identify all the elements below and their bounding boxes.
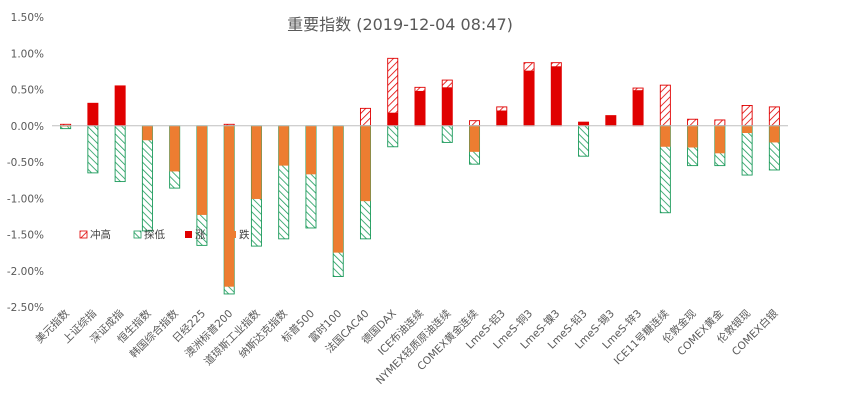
legend-label: 冲高 bbox=[90, 228, 111, 241]
bar-down bbox=[469, 125, 480, 152]
bar-down bbox=[305, 125, 317, 175]
bar-down bbox=[687, 125, 698, 148]
bar-high bbox=[687, 118, 699, 127]
bar-high bbox=[714, 119, 726, 127]
bar-high bbox=[768, 106, 780, 127]
legend-label: 跌 bbox=[239, 228, 250, 241]
legend: 冲高 探低 涨 跌 bbox=[79, 228, 250, 241]
bar-low bbox=[87, 125, 99, 174]
bar-down bbox=[333, 125, 344, 253]
bar-down bbox=[360, 125, 371, 202]
bar-up bbox=[496, 110, 507, 126]
category-group bbox=[60, 123, 72, 130]
category-group bbox=[359, 107, 371, 240]
category-group bbox=[741, 104, 753, 176]
category-group bbox=[332, 125, 344, 278]
category-group bbox=[414, 86, 426, 127]
category-group bbox=[768, 106, 780, 171]
bar-up bbox=[578, 122, 589, 126]
category-group bbox=[387, 57, 399, 148]
bar-up bbox=[633, 90, 644, 126]
bar-high bbox=[359, 107, 371, 127]
legend-swatch bbox=[133, 230, 142, 239]
bar-down bbox=[196, 125, 207, 215]
bar-up bbox=[551, 66, 562, 126]
y-tick-label: -0.50% bbox=[7, 157, 44, 169]
bar-down bbox=[714, 125, 725, 154]
y-tick-label: 0.50% bbox=[11, 85, 44, 97]
bar-low bbox=[441, 125, 453, 143]
legend-label: 涨 bbox=[195, 229, 206, 241]
y-tick-label: -1.50% bbox=[7, 230, 44, 242]
legend-swatch bbox=[79, 230, 88, 239]
bar-down bbox=[742, 125, 753, 133]
plot-area bbox=[60, 57, 780, 295]
category-group bbox=[305, 125, 317, 229]
bar-up bbox=[523, 70, 535, 126]
bar-down bbox=[769, 125, 780, 143]
bar-low bbox=[741, 125, 753, 176]
y-tick-label: 0.00% bbox=[11, 121, 44, 133]
bar-up bbox=[605, 115, 616, 126]
chart-title: 重要指数 (2019-12-04 08:47) bbox=[287, 15, 513, 34]
category-group bbox=[441, 79, 453, 143]
category-group bbox=[550, 62, 562, 127]
category-group bbox=[605, 115, 617, 127]
bar-low bbox=[141, 125, 153, 232]
bar-up bbox=[87, 103, 98, 126]
category-group bbox=[659, 84, 671, 214]
category-group bbox=[578, 121, 590, 157]
category-group bbox=[523, 62, 535, 127]
category-group bbox=[250, 125, 262, 247]
y-tick-label: -1.00% bbox=[7, 193, 44, 205]
category-group bbox=[141, 125, 153, 232]
bar-up bbox=[387, 112, 398, 126]
bar-high bbox=[659, 84, 671, 127]
bar-low bbox=[114, 125, 126, 183]
y-axis: 1.50% 1.00% 0.50% 0.00% -0.50% -1.00% -1.50% -2… bbox=[7, 12, 44, 314]
bar-down bbox=[224, 125, 235, 287]
category-group bbox=[632, 87, 644, 127]
category-group bbox=[196, 125, 208, 246]
bar-high bbox=[469, 120, 481, 127]
bar-down bbox=[169, 125, 180, 172]
category-group bbox=[496, 106, 508, 127]
category-group bbox=[278, 125, 290, 240]
bar-down bbox=[251, 125, 262, 199]
bar-low bbox=[387, 125, 399, 148]
category-group bbox=[223, 123, 235, 295]
x-axis: 美元指数上证综指深证成指恒生指数韩国综合指数日经225澳洲标普200道琼斯工业指… bbox=[33, 307, 781, 387]
legend-label: 探低 bbox=[144, 228, 165, 241]
category-group bbox=[169, 125, 181, 189]
bar-high bbox=[741, 104, 753, 127]
bar-low bbox=[578, 125, 590, 157]
y-tick-label: 1.50% bbox=[11, 12, 44, 24]
y-tick-label: -2.00% bbox=[7, 266, 44, 278]
bar-down bbox=[660, 125, 671, 147]
y-tick-label: 1.00% bbox=[11, 48, 44, 60]
category-group bbox=[469, 120, 481, 165]
category-group bbox=[87, 102, 99, 174]
bar-down bbox=[142, 125, 153, 141]
y-tick-label: -2.50% bbox=[7, 302, 44, 314]
bar-up bbox=[115, 85, 126, 126]
legend-swatch bbox=[229, 231, 236, 238]
bar-down bbox=[278, 125, 289, 166]
legend-swatch bbox=[185, 231, 192, 238]
category-group bbox=[714, 119, 726, 167]
bar-up bbox=[442, 87, 453, 126]
category-group bbox=[114, 85, 126, 183]
bar-up bbox=[414, 90, 426, 126]
